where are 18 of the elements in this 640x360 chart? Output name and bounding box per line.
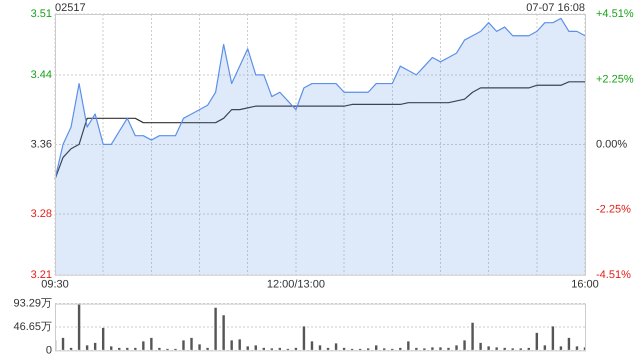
x-tick-label: 09:30 bbox=[41, 278, 69, 290]
text: 07-07 16:08 bbox=[526, 2, 585, 14]
y-tick-label: 3.21 bbox=[30, 268, 52, 281]
y2-tick-label: +4.51% bbox=[596, 8, 634, 20]
y-tick-label: 3.51 bbox=[30, 8, 52, 20]
x-tick-label: 16:00 bbox=[571, 278, 599, 290]
y2-tick-label: -2.25% bbox=[596, 203, 632, 216]
x-tick-label: 12:00/13:00 bbox=[266, 278, 325, 290]
y-tick-label: 93.29万 bbox=[13, 298, 52, 310]
y-tick-label: 3.44 bbox=[30, 68, 52, 81]
y2-tick-label: 0.00% bbox=[596, 138, 628, 150]
chart-title: 02517 bbox=[55, 2, 86, 14]
y2-tick-label: -4.51% bbox=[596, 268, 632, 281]
y-tick-label: 46.65万 bbox=[13, 321, 52, 334]
y2-tick-label: +2.25% bbox=[596, 73, 634, 86]
y-tick-label: 0 bbox=[46, 344, 52, 356]
y-tick-label: 3.28 bbox=[30, 208, 52, 220]
y-tick-label: 3.36 bbox=[30, 138, 52, 150]
